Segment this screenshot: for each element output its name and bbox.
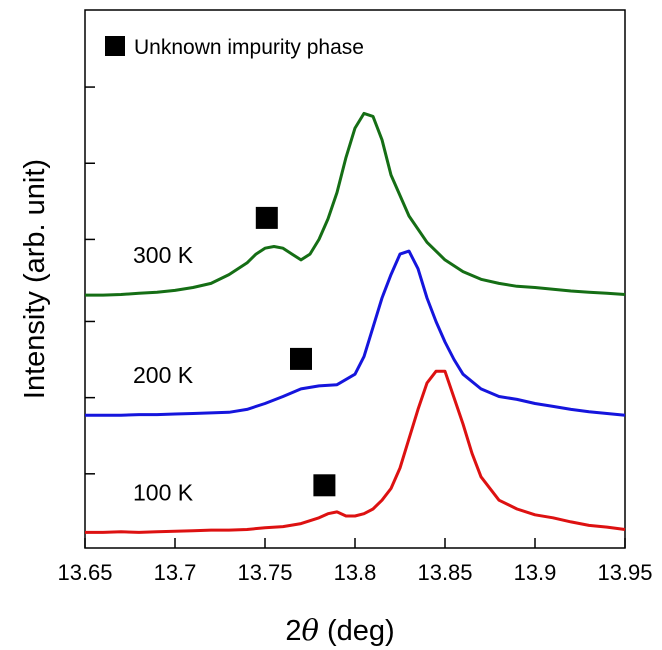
series-label-200-k: 200 K <box>133 362 194 388</box>
x-tick-label: 13.8 <box>334 560 377 585</box>
y-axis-ticks <box>85 86 95 475</box>
series-layer <box>85 111 626 534</box>
series-line-100-k <box>85 369 626 534</box>
y-axis-title: Intensity (arb. unit) <box>19 159 51 399</box>
legend: Unknown impurity phase <box>105 36 364 59</box>
x-tick-label: 13.9 <box>514 560 557 585</box>
legend-label: Unknown impurity phase <box>134 36 364 59</box>
x-axis-ticks: 13.65 13.7 13.75 13.8 13.85 13.9 13.95 <box>57 538 653 585</box>
x-axis-title-symbol: θ <box>301 613 318 647</box>
impurity-marker-300-k <box>255 206 278 229</box>
x-tick-label: 13.75 <box>237 560 292 585</box>
x-axis-title-suffix: (deg) <box>319 615 395 647</box>
series-labels: 100 K 200 K 300 K <box>133 242 194 505</box>
impurity-marker-200-k <box>290 347 312 370</box>
series-line-300-k <box>85 111 626 297</box>
x-axis-title: 2θ (deg) <box>285 613 394 647</box>
impurity-markers <box>255 206 336 497</box>
x-tick-label: 13.85 <box>417 560 472 585</box>
series-label-300-k: 300 K <box>133 242 194 268</box>
x-tick-label: 13.65 <box>57 560 112 585</box>
impurity-marker-100-k <box>313 474 336 497</box>
plot-frame <box>84 9 626 549</box>
series-line-200-k <box>85 249 626 417</box>
x-tick-label: 13.7 <box>154 560 197 585</box>
series-label-100-k: 100 K <box>133 479 194 505</box>
x-tick-label: 13.95 <box>597 560 652 585</box>
legend-marker-square <box>105 36 125 56</box>
x-axis-title-prefix: 2 <box>285 615 301 647</box>
